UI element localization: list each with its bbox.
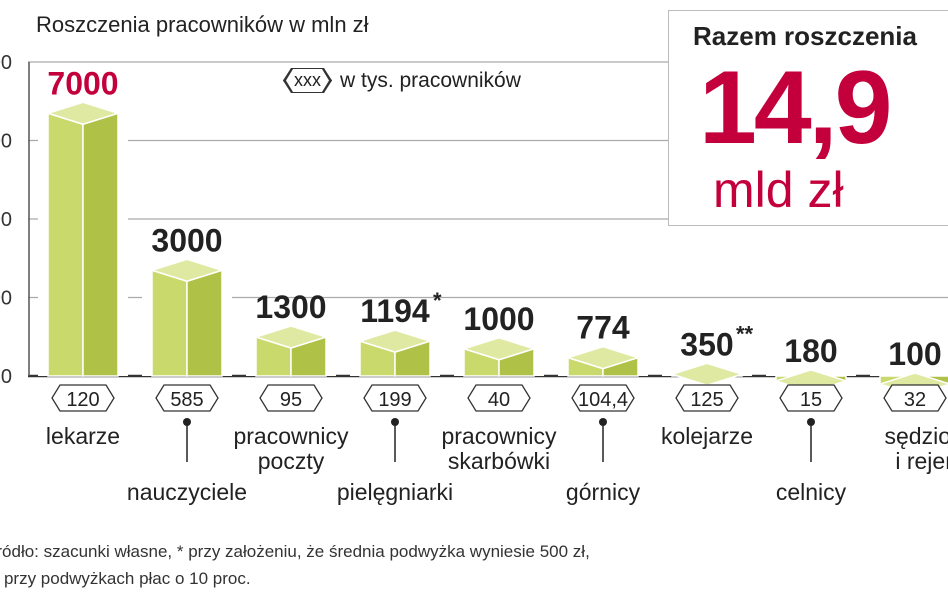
- workers-badge: [363, 384, 427, 412]
- workers-badge: [259, 384, 323, 412]
- category-label: pielęgniarki: [337, 479, 453, 505]
- workers-count: 125: [690, 389, 723, 411]
- bar-front: [47, 112, 84, 377]
- bar-side: [82, 112, 119, 377]
- footnote-line-1: Źródło: szacunki własne, * przy założeni…: [0, 542, 590, 561]
- total-value: 14,9: [699, 50, 892, 166]
- value-label: 7000: [47, 65, 118, 101]
- workers-badge: [51, 384, 115, 412]
- workers-badge: [779, 384, 843, 412]
- value-footnote-mark: *: [433, 288, 442, 313]
- workers-count: 95: [280, 389, 302, 411]
- value-label: 180: [784, 333, 837, 369]
- value-label: 100: [888, 336, 941, 372]
- y-tick-label: 2000: [0, 288, 12, 310]
- bar-top: [669, 362, 745, 387]
- total-label: Razem roszczenia: [693, 21, 917, 51]
- value-footnote-mark: **: [736, 321, 754, 346]
- y-tick-label: 8000: [0, 52, 12, 74]
- category-label: celnicy: [776, 479, 847, 505]
- chart-title: Roszczenia pracowników w mln zł: [36, 12, 369, 37]
- legend-badge: xxx: [283, 68, 332, 93]
- bar-top: [45, 101, 121, 126]
- workers-badge: [467, 384, 531, 412]
- bar-front: [151, 269, 188, 377]
- y-tick-label: 0: [1, 366, 12, 388]
- workers-count: 585: [170, 389, 203, 411]
- category-label: lekarze: [46, 423, 120, 449]
- workers-count: 32: [904, 389, 926, 411]
- y-tick-label: 6000: [0, 131, 12, 153]
- footnote-line-2: ** przy podwyżkach płac o 10 proc.: [0, 569, 251, 588]
- workers-count: 104,4: [578, 389, 628, 411]
- y-tick-label: 4000: [0, 209, 12, 231]
- value-label: 774: [576, 310, 630, 346]
- category-label: i rejenci: [895, 448, 948, 474]
- workers-badge: [571, 384, 635, 412]
- workers-count: 199: [378, 389, 411, 411]
- workers-count: 40: [488, 389, 510, 411]
- workers-badge: [883, 384, 947, 412]
- category-label: pracownicy: [441, 423, 557, 449]
- category-label: nauczyciele: [127, 479, 247, 505]
- category-label: sędziowie: [885, 423, 948, 449]
- category-label: kolejarze: [661, 423, 753, 449]
- category-label: pracownicy: [233, 423, 349, 449]
- bar-side: [186, 269, 223, 377]
- bar-top: [149, 258, 225, 283]
- legend-text: w tys. pracowników: [340, 68, 521, 92]
- bar-top: [461, 336, 537, 361]
- bar-top: [565, 345, 641, 370]
- workers-badge: [155, 384, 219, 412]
- workers-count: 15: [800, 389, 822, 411]
- footnote: Źródło: szacunki własne, * przy założeni…: [0, 538, 590, 592]
- category-label: górnicy: [566, 479, 641, 505]
- category-label: skarbówki: [448, 448, 550, 474]
- total-box: Razem roszczenia 14,9 mld zł: [668, 10, 948, 226]
- value-label: 1300: [255, 289, 326, 325]
- value-label: 3000: [151, 222, 222, 258]
- category-label: poczty: [258, 448, 325, 474]
- value-label: 350: [680, 326, 733, 362]
- bar-background: [870, 369, 948, 376]
- value-label: 1000: [463, 301, 534, 337]
- legend-note: xxx w tys. pracowników: [283, 68, 521, 93]
- total-unit: mld zł: [713, 162, 844, 218]
- value-label: 1194: [360, 293, 430, 329]
- workers-badge: [675, 384, 739, 412]
- workers-count: 120: [66, 389, 99, 411]
- bar-top: [357, 329, 433, 353]
- bar-top: [253, 325, 329, 349]
